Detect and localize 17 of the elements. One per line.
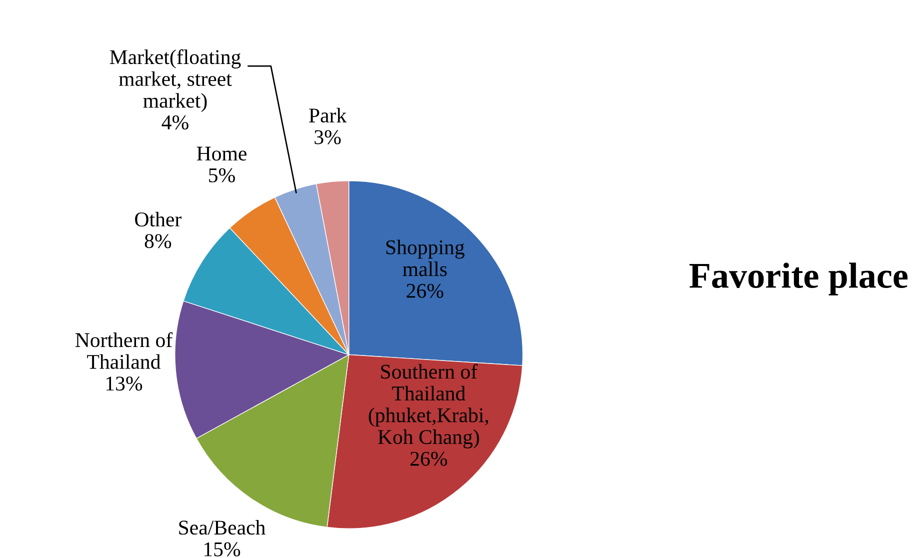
data-label: 8% bbox=[144, 234, 172, 248]
slice-label: Park bbox=[309, 108, 347, 123]
slice-label: Shopping malls bbox=[386, 240, 464, 276]
data-label: 13% bbox=[106, 376, 142, 391]
data-label: 15% bbox=[204, 542, 240, 556]
data-label: 26% bbox=[406, 284, 444, 298]
slice-label: Northern of Thailand bbox=[75, 332, 173, 369]
data-label: 3% bbox=[314, 130, 341, 144]
data-label: 4% bbox=[162, 115, 188, 130]
slice-label: Home bbox=[196, 146, 246, 161]
slice-label: Market(floating market, street market) bbox=[110, 49, 241, 112]
slice-label: Other bbox=[135, 212, 182, 226]
data-label: 26% bbox=[410, 452, 448, 466]
slice-label: Sea/Beach bbox=[179, 520, 266, 535]
data-label: 5% bbox=[209, 168, 235, 182]
slice-label: Southern of Thailand (phuket,Krabi, Koh Chang) bbox=[368, 364, 488, 448]
text: Favorite place bbox=[689, 262, 908, 296]
